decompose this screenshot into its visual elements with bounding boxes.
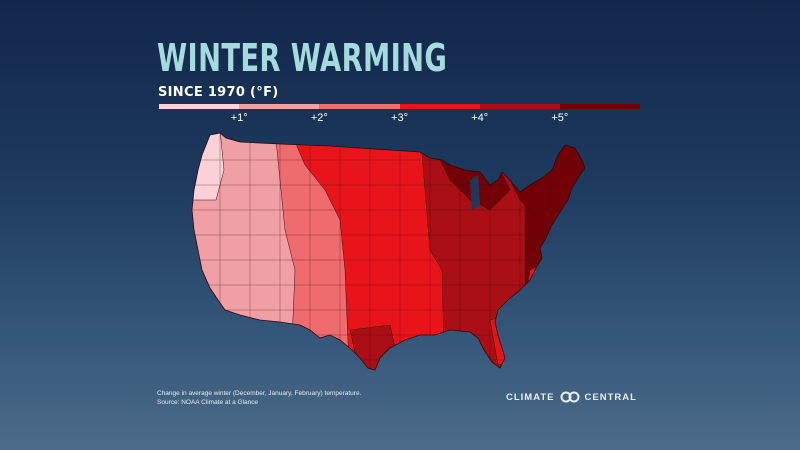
- legend-segment-3: [319, 104, 400, 109]
- legend-label: +2°: [310, 112, 328, 124]
- caption: Change in average winter (December, Janu…: [157, 389, 361, 407]
- page-title: WINTER WARMING: [157, 36, 448, 80]
- legend-label: +1°: [230, 112, 248, 124]
- legend-label: +3°: [391, 112, 408, 124]
- legend-label: +5°: [551, 112, 569, 124]
- legend-segment-5: [479, 104, 560, 109]
- color-legend: [159, 104, 641, 109]
- infinity-logo-icon: [560, 391, 580, 403]
- climate-central-logo: CLIMATE CENTRAL: [506, 391, 637, 403]
- subtitle: SINCE 1970 (°F): [158, 85, 279, 100]
- legend-segment-6: [559, 104, 641, 109]
- legend-label: +4°: [471, 112, 489, 124]
- us-choropleth-map: [180, 130, 630, 390]
- legend-segment-4: [399, 104, 480, 109]
- brand-right: CENTRAL: [584, 391, 637, 403]
- caption-description: Change in average winter (December, Janu…: [157, 390, 362, 397]
- brand-left: CLIMATE: [506, 391, 555, 403]
- legend-labels: +1° +2° +3° +4° +5°: [159, 112, 640, 126]
- legend-segment-1: [159, 104, 240, 109]
- legend-segment-2: [239, 104, 320, 109]
- caption-source: Source: NOAA Climate at a Glance: [157, 399, 259, 406]
